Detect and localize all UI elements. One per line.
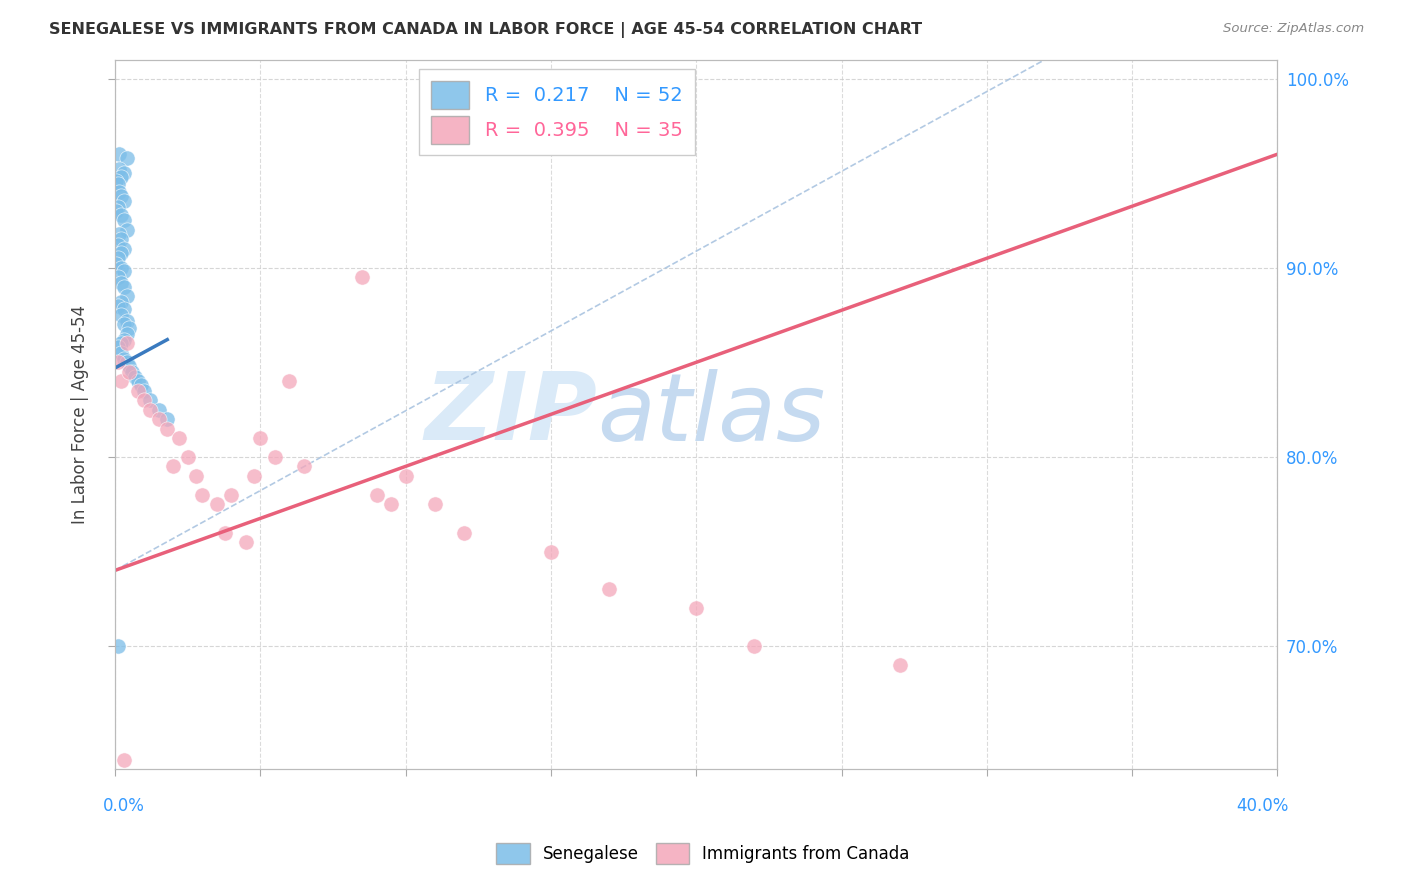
Point xyxy=(107,270,129,285)
Point xyxy=(744,639,766,653)
Point xyxy=(118,359,141,373)
Point xyxy=(107,238,129,252)
Point xyxy=(115,336,138,351)
Point xyxy=(115,151,138,165)
Point xyxy=(105,257,128,271)
Point xyxy=(112,302,135,317)
Point xyxy=(205,497,228,511)
Point xyxy=(107,355,129,369)
Point xyxy=(278,374,301,388)
Text: ZIP: ZIP xyxy=(425,368,598,460)
Point xyxy=(110,245,132,260)
Point xyxy=(132,393,155,408)
Point xyxy=(167,431,190,445)
Point xyxy=(112,351,135,366)
Point xyxy=(235,535,257,549)
Text: atlas: atlas xyxy=(598,369,825,460)
Point xyxy=(156,412,179,426)
Point xyxy=(107,639,129,653)
Point xyxy=(112,166,135,180)
Point xyxy=(380,497,402,511)
Point xyxy=(139,393,162,408)
Point xyxy=(110,294,132,309)
Point xyxy=(115,314,138,328)
Point xyxy=(889,658,911,673)
Text: Source: ZipAtlas.com: Source: ZipAtlas.com xyxy=(1223,22,1364,36)
Point xyxy=(249,431,271,445)
Point xyxy=(112,279,135,293)
Point xyxy=(132,384,155,398)
Point xyxy=(107,178,129,192)
Point xyxy=(108,185,131,199)
Point xyxy=(110,336,132,351)
Point xyxy=(366,488,388,502)
Text: 0.0%: 0.0% xyxy=(103,797,145,815)
Point xyxy=(110,208,132,222)
Point xyxy=(214,525,236,540)
Point xyxy=(124,370,146,384)
Point xyxy=(540,544,562,558)
Point xyxy=(176,450,198,464)
Point xyxy=(219,488,242,502)
Point xyxy=(105,203,128,218)
Point xyxy=(162,459,184,474)
Point xyxy=(115,355,138,369)
Point xyxy=(110,232,132,246)
Point xyxy=(292,459,315,474)
Point xyxy=(110,346,132,360)
Text: SENEGALESE VS IMMIGRANTS FROM CANADA IN LABOR FORCE | AGE 45-54 CORRELATION CHAR: SENEGALESE VS IMMIGRANTS FROM CANADA IN … xyxy=(49,22,922,38)
Point xyxy=(139,402,162,417)
Point xyxy=(107,299,129,313)
Point xyxy=(107,200,129,214)
Point xyxy=(121,365,143,379)
Point xyxy=(453,525,475,540)
Point xyxy=(112,242,135,256)
Point xyxy=(118,321,141,335)
Point xyxy=(685,601,707,615)
Point xyxy=(110,189,132,203)
Point xyxy=(148,412,170,426)
Point xyxy=(108,162,131,177)
Point xyxy=(118,365,141,379)
Point xyxy=(110,308,132,322)
Point xyxy=(156,421,179,435)
Point xyxy=(115,223,138,237)
Point xyxy=(394,468,416,483)
Point xyxy=(263,450,285,464)
Point xyxy=(110,276,132,290)
Point xyxy=(598,582,620,597)
Point xyxy=(423,497,446,511)
Point xyxy=(129,378,152,392)
Text: 40.0%: 40.0% xyxy=(1237,797,1289,815)
Y-axis label: In Labor Force | Age 45-54: In Labor Force | Age 45-54 xyxy=(72,305,89,524)
Point xyxy=(186,468,208,483)
Point xyxy=(108,147,131,161)
Point xyxy=(110,169,132,184)
Point xyxy=(107,252,129,266)
Point xyxy=(110,374,132,388)
Point xyxy=(115,289,138,303)
Point xyxy=(127,374,149,388)
Point xyxy=(148,402,170,417)
Point xyxy=(243,468,266,483)
Point xyxy=(350,270,373,285)
Point xyxy=(112,194,135,209)
Point xyxy=(127,384,149,398)
Point xyxy=(112,333,135,347)
Legend: Senegalese, Immigrants from Canada: Senegalese, Immigrants from Canada xyxy=(489,837,917,871)
Point xyxy=(191,488,214,502)
Point xyxy=(112,213,135,227)
Legend: R =  0.217    N = 52, R =  0.395    N = 35: R = 0.217 N = 52, R = 0.395 N = 35 xyxy=(419,70,695,155)
Point xyxy=(112,318,135,332)
Point xyxy=(108,227,131,241)
Point xyxy=(112,753,135,767)
Point xyxy=(105,174,128,188)
Point xyxy=(107,340,129,354)
Point xyxy=(110,260,132,275)
Point xyxy=(112,264,135,278)
Point xyxy=(115,326,138,341)
